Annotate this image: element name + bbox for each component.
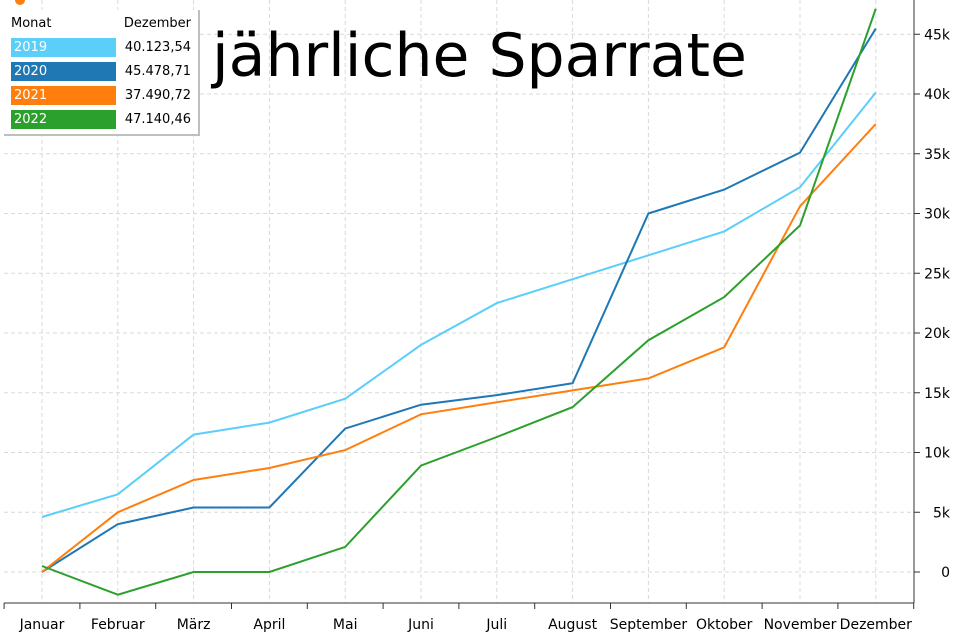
legend-row-2019: 2019 40.123,54 bbox=[11, 38, 195, 57]
orange-corner-mark bbox=[15, 0, 25, 5]
series-line-2021 bbox=[41, 123, 877, 573]
x-tick-labels: Januar Februar März April Mai Juni Juli August S… bbox=[19, 617, 913, 633]
y-tick-labels: 0 5k 10k 15k 20k 25k 30k 35k 40k 45k bbox=[924, 27, 951, 581]
legend-swatch: 2019 bbox=[11, 38, 116, 57]
legend-header-month: Monat bbox=[11, 16, 52, 31]
y-tick-label: 35k bbox=[924, 147, 951, 163]
y-tick-label: 15k bbox=[924, 386, 951, 402]
legend-header-december: Dezember bbox=[123, 16, 191, 31]
y-tick-label: 0 bbox=[941, 565, 950, 581]
legend-row-2021: 2021 37.490,72 bbox=[11, 86, 195, 105]
x-tick-label: Dezember bbox=[840, 617, 912, 633]
y-tick-label: 45k bbox=[924, 27, 951, 43]
x-tick-label: August bbox=[548, 617, 598, 633]
series-line-2022 bbox=[41, 8, 877, 596]
legend-swatch: 2022 bbox=[11, 110, 116, 129]
x-tick-label: Februar bbox=[91, 617, 145, 633]
series-line-2020 bbox=[41, 27, 877, 573]
grid bbox=[4, 0, 914, 603]
x-tick-label: Oktober bbox=[696, 617, 753, 633]
series-line-2019 bbox=[41, 91, 877, 518]
legend-row-2020: 2020 45.478,71 bbox=[11, 62, 195, 81]
y-tick-label: 40k bbox=[924, 87, 951, 103]
chart-title: jährliche Sparrate bbox=[210, 21, 747, 91]
x-tick-label: März bbox=[177, 617, 211, 633]
legend-value: 47.140,46 bbox=[124, 112, 191, 127]
series-lines bbox=[41, 8, 877, 596]
legend-value: 40.123,54 bbox=[124, 40, 191, 55]
x-tick-label: Januar bbox=[19, 617, 65, 633]
legend-value: 37.490,72 bbox=[124, 88, 191, 103]
legend-swatch: 2020 bbox=[11, 62, 116, 81]
legend: Monat Dezember 2019 40.123,54 2020 45.47… bbox=[4, 10, 200, 136]
x-tick-label: November bbox=[764, 617, 837, 633]
x-tick-label: September bbox=[610, 617, 688, 633]
legend-swatch: 2021 bbox=[11, 86, 116, 105]
y-tick-label: 20k bbox=[924, 326, 951, 342]
x-tick-label: Mai bbox=[333, 617, 358, 633]
y-tick-label: 25k bbox=[924, 266, 951, 282]
y-tick-label: 30k bbox=[924, 207, 951, 223]
legend-value: 45.478,71 bbox=[124, 64, 191, 79]
legend-header: Monat Dezember bbox=[11, 16, 195, 36]
axes bbox=[3, 0, 920, 609]
x-tick-label: Juni bbox=[407, 617, 434, 633]
y-tick-label: 5k bbox=[933, 505, 951, 521]
y-tick-label: 10k bbox=[924, 446, 951, 462]
x-tick-label: April bbox=[253, 617, 285, 633]
x-tick-label: Juli bbox=[485, 617, 507, 633]
legend-row-2022: 2022 47.140,46 bbox=[11, 110, 195, 129]
